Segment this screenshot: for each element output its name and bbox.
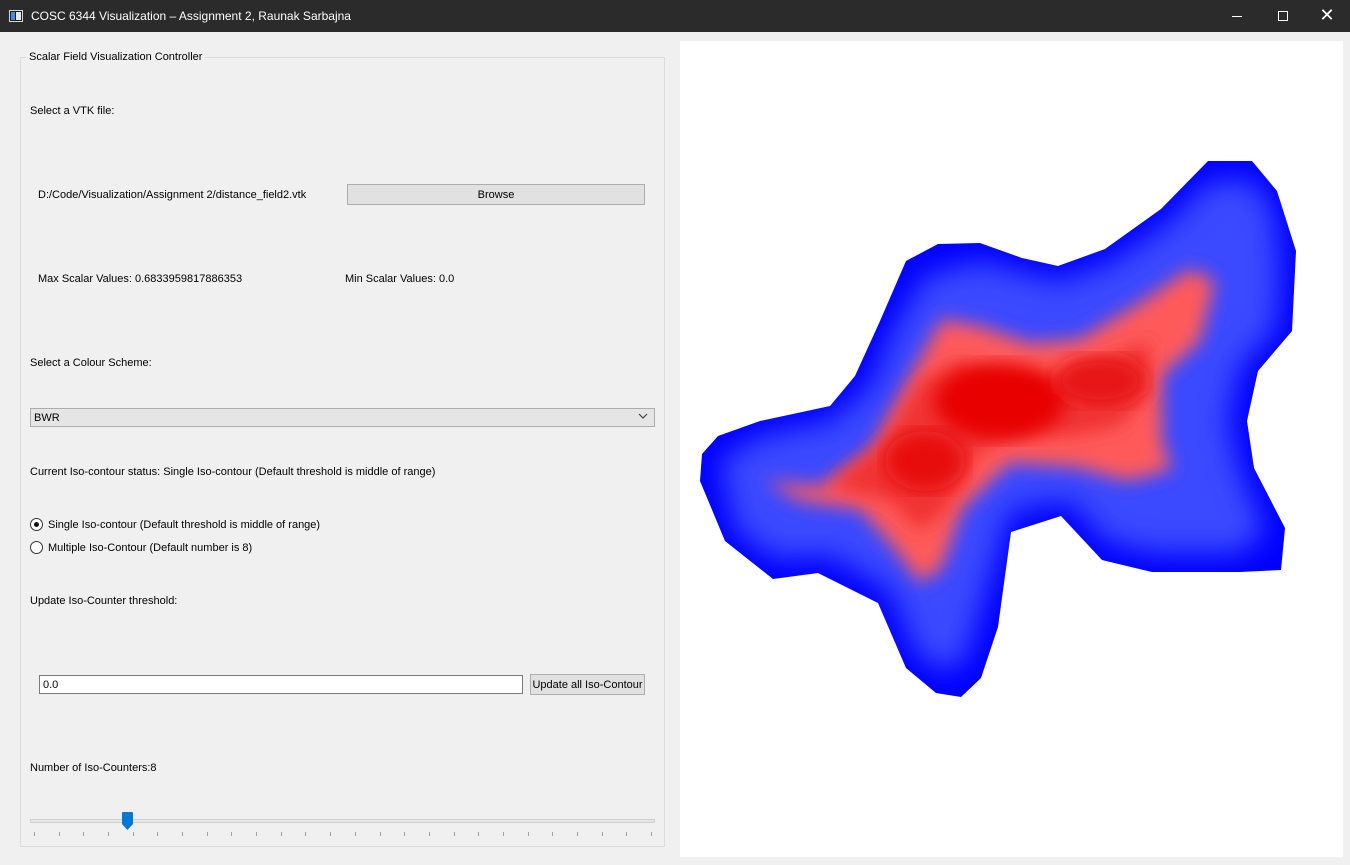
- num-iso-counters-label: Number of Iso-Counters:8: [30, 762, 157, 774]
- slider-tick: [527, 832, 529, 836]
- radio-single-iso[interactable]: Single Iso-contour (Default threshold is…: [30, 518, 320, 531]
- max-scalar-label: Max Scalar Values: 0.6833959817886353: [38, 273, 243, 285]
- slider-tick: [83, 832, 85, 836]
- threshold-input[interactable]: 0.0: [39, 675, 523, 694]
- slider-tick: [453, 832, 455, 836]
- slider-tick: [576, 832, 578, 836]
- slider-tick: [256, 832, 258, 836]
- slider-tick: [157, 832, 159, 836]
- slider-tick: [428, 832, 430, 836]
- radio-multiple-iso[interactable]: Multiple Iso-Contour (Default number is …: [30, 541, 252, 554]
- slider-tick: [354, 832, 356, 836]
- update-threshold-label: Update Iso-Counter threshold:: [30, 595, 178, 607]
- slider-tick: [330, 832, 332, 836]
- controller-groupbox: [20, 57, 665, 847]
- render-viewport[interactable]: [680, 41, 1343, 857]
- minimize-icon: [1232, 15, 1242, 17]
- slider-tick: [552, 832, 554, 836]
- iso-counters-slider[interactable]: [30, 808, 655, 838]
- window-title: COSC 6344 Visualization – Assignment 2, …: [31, 9, 351, 23]
- min-scalar-label: Min Scalar Values: 0.0: [345, 273, 455, 285]
- slider-groove[interactable]: [30, 819, 655, 823]
- slider-tick: [58, 832, 60, 836]
- slider-tick: [132, 832, 134, 836]
- maximize-button[interactable]: [1260, 0, 1306, 32]
- threshold-input-value: 0.0: [43, 678, 59, 691]
- file-path-label: D:/Code/Visualization/Assignment 2/dista…: [38, 189, 307, 201]
- colour-scheme-label: Select a Colour Scheme:: [30, 357, 152, 369]
- close-icon: ✕: [1319, 5, 1335, 26]
- slider-tick: [280, 832, 282, 836]
- group-title: Scalar Field Visualization Controller: [26, 51, 206, 63]
- update-all-button-label: Update all Iso-Contour: [532, 678, 643, 691]
- slider-tick: [34, 832, 35, 836]
- slider-tick: [305, 832, 307, 836]
- scalar-field-render: [700, 161, 1296, 697]
- slider-tick: [651, 832, 652, 836]
- field-shape: [700, 161, 1296, 697]
- slider-tick: [478, 832, 480, 836]
- browse-button[interactable]: Browse: [347, 184, 645, 205]
- colour-scheme-select[interactable]: BWR: [30, 408, 655, 427]
- slider-tick: [231, 832, 233, 836]
- title-bar: COSC 6344 Visualization – Assignment 2, …: [0, 0, 1350, 32]
- update-all-iso-contour-button[interactable]: Update all Iso-Contour: [530, 674, 645, 695]
- radio-single-label: Single Iso-contour (Default threshold is…: [48, 518, 321, 531]
- slider-handle[interactable]: [121, 812, 133, 830]
- chevron-down-icon: [638, 411, 648, 424]
- minimize-button[interactable]: [1214, 0, 1260, 32]
- slider-tick: [502, 832, 504, 836]
- slider-tick: [404, 832, 406, 836]
- radio-single-indicator[interactable]: [30, 518, 43, 531]
- radio-multiple-label: Multiple Iso-Contour (Default number is …: [48, 541, 253, 554]
- slider-tick: [182, 832, 184, 836]
- browse-button-label: Browse: [477, 188, 515, 201]
- slider-tick: [108, 832, 110, 836]
- app-window-icon: [9, 10, 23, 22]
- select-file-label: Select a VTK file:: [30, 105, 115, 117]
- close-button[interactable]: ✕: [1304, 0, 1350, 32]
- maximize-icon: [1278, 11, 1288, 21]
- slider-tick: [206, 832, 208, 836]
- iso-status-label: Current Iso-contour status: Single Iso-c…: [30, 466, 436, 478]
- slider-tick: [379, 832, 381, 836]
- colour-scheme-value: BWR: [34, 411, 60, 424]
- radio-multiple-indicator[interactable]: [30, 541, 43, 554]
- slider-tick: [601, 832, 603, 836]
- slider-tick: [626, 832, 628, 836]
